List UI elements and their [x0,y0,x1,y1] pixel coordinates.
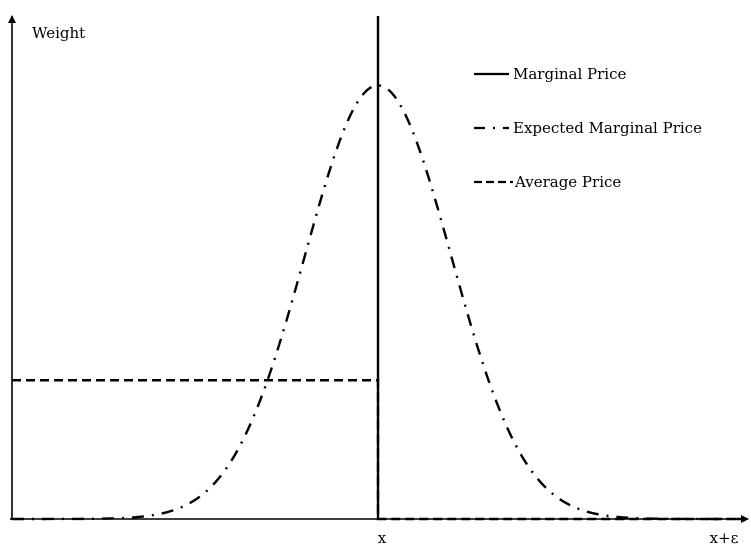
legend-label-expected-marginal-price: Expected Marginal Price [513,119,702,137]
series-layer [12,16,744,521]
legend-entry-expected-marginal-price: Expected Marginal Price [474,119,702,137]
legend: Marginal Price Expected Marginal Price A… [474,65,702,191]
x-tick-label-x: x [378,529,387,547]
legend-label-average-price: Average Price [514,173,621,191]
legend-entry-average-price: Average Price [474,173,621,191]
y-axis-label: Weight [32,24,85,42]
legend-entry-marginal-price: Marginal Price [474,65,627,83]
series-expected-marginal-price [12,84,744,521]
x-tick-label-x-plus-epsilon: x+ε [710,529,739,547]
series-average-price [12,379,744,521]
legend-label-marginal-price: Marginal Price [513,65,627,83]
